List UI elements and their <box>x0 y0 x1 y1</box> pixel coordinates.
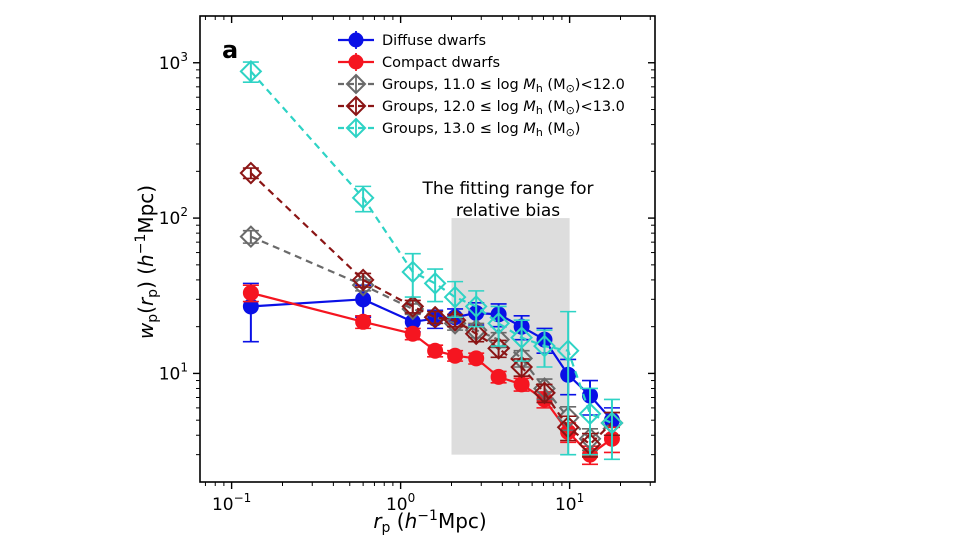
legend-marker <box>345 73 367 95</box>
data-point <box>404 325 421 342</box>
x-tick-label: 101 <box>555 491 584 515</box>
data-point <box>533 381 556 405</box>
legend-marker <box>348 32 364 48</box>
data-point <box>351 268 375 292</box>
legend-marker <box>348 54 364 70</box>
data-point <box>533 334 556 358</box>
plot-frame <box>199 15 656 483</box>
legend-marker <box>345 95 367 117</box>
data-point <box>401 260 425 284</box>
data-point <box>351 186 375 210</box>
series-line <box>250 172 613 446</box>
data-point <box>513 376 530 393</box>
legend-entry-4: Groups, 12.0 ≤ log Mh (M⊙)<13.0 <box>338 95 625 117</box>
legend-entry-1: Diffuse dwarfs <box>338 31 486 49</box>
data-point <box>401 297 425 321</box>
data-point <box>443 311 467 335</box>
panel-label: a <box>222 36 238 64</box>
x-tick-label: 100 <box>386 491 415 515</box>
y-tick-label: 103 <box>159 50 188 74</box>
data-point <box>239 161 263 185</box>
y-tick-label: 102 <box>159 205 188 229</box>
data-point <box>468 350 485 367</box>
data-point <box>423 271 447 295</box>
data-point <box>423 305 447 329</box>
data-point <box>401 295 425 318</box>
data-point <box>239 225 263 249</box>
frame-layer: 10−1 100 101 101 102 103 <box>159 15 656 515</box>
annotation-line-1: The fitting range for <box>422 179 594 199</box>
legend-entry-2: Compact dwarfs <box>338 53 500 71</box>
legend-label: Groups, 12.0 ≤ log Mh (M⊙)<13.0 <box>382 99 625 117</box>
data-point <box>447 347 464 364</box>
legend-label: Groups, 11.0 ≤ log Mh (M⊙)<12.0 <box>382 77 625 95</box>
data-point <box>510 326 534 350</box>
data-point <box>355 291 372 308</box>
data-point <box>464 295 488 318</box>
data-point <box>487 336 511 360</box>
series-layer <box>239 59 624 466</box>
legend-entry-3: Groups, 11.0 ≤ log Mh (M⊙)<12.0 <box>338 73 625 95</box>
data-point <box>490 368 507 385</box>
y-tick-label: 101 <box>159 360 188 384</box>
series-line <box>250 70 613 424</box>
data-point <box>427 342 444 359</box>
x-tick-label: 10−1 <box>212 491 251 515</box>
data-point <box>510 355 534 379</box>
annotation-line-2: relative bias <box>456 201 560 221</box>
data-point <box>578 402 602 426</box>
data-point <box>556 339 580 363</box>
data-point <box>242 284 259 301</box>
data-point <box>600 411 624 435</box>
legend-label: Diffuse dwarfs <box>382 33 486 49</box>
legend-marker <box>345 117 367 139</box>
series-5 <box>239 59 624 461</box>
data-point <box>464 322 488 346</box>
legend: Diffuse dwarfs Compact dwarfs Groups, 11.0… <box>338 31 625 139</box>
legend-label: Compact dwarfs <box>382 55 500 71</box>
x-axis-label: rp (h−1Mpc) <box>373 508 486 536</box>
data-point <box>443 285 467 309</box>
legend-entry-5: Groups, 13.0 ≤ log Mh (M⊙) <box>338 117 580 139</box>
legend-label: Groups, 13.0 ≤ log Mh (M⊙) <box>382 121 580 139</box>
y-axis-label: wp(rp) (h−1Mpc) <box>133 185 161 339</box>
data-point <box>239 59 263 83</box>
data-point <box>487 311 511 335</box>
data-point <box>355 313 372 330</box>
